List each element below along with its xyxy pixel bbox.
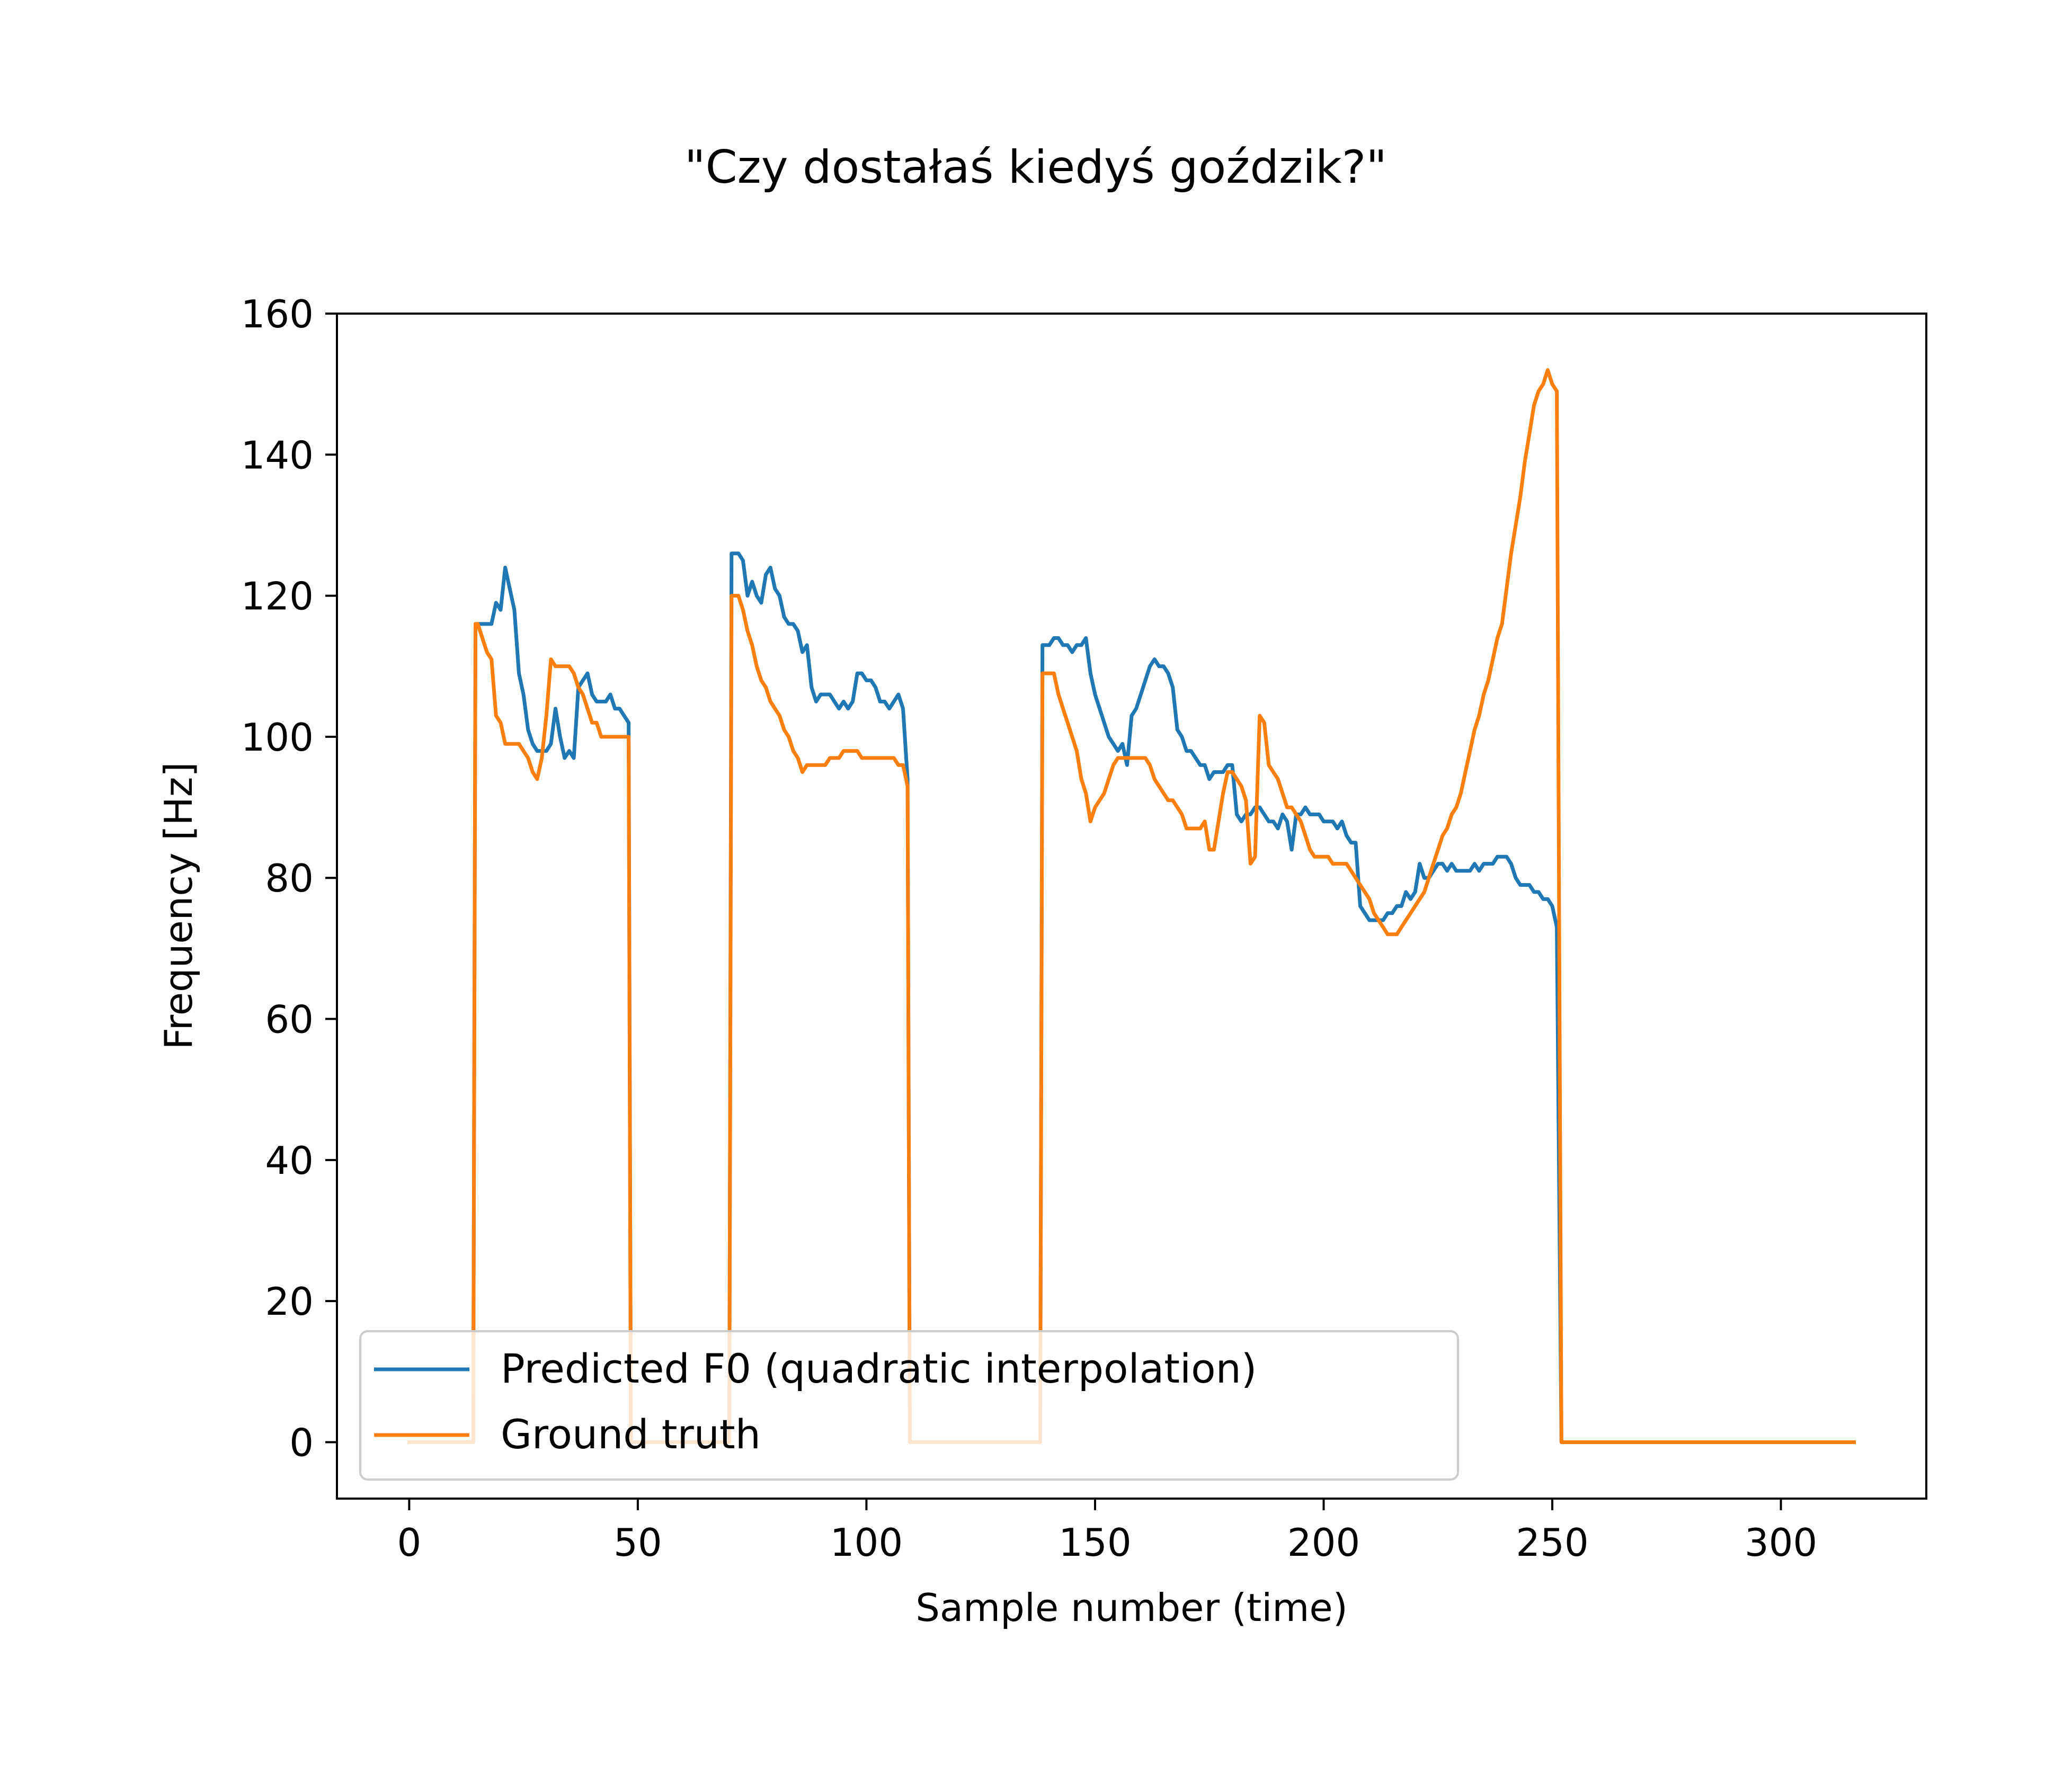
y-tick-label: 20	[265, 1279, 314, 1324]
x-tick-label: 200	[1287, 1520, 1360, 1565]
legend-label-ground-truth: Ground truth	[501, 1411, 761, 1458]
legend-label-predicted: Predicted F0 (quadratic interpolation)	[501, 1345, 1257, 1392]
x-tick-label: 100	[830, 1520, 903, 1565]
chart-title: "Czy dostałaś kiedyś goździk?"	[684, 141, 1387, 194]
x-axis: 0 50 100 150 200 250 300	[397, 1499, 1817, 1565]
y-tick-label: 160	[241, 292, 314, 336]
x-tick-label: 300	[1745, 1520, 1817, 1565]
axes-frame	[336, 313, 1927, 1500]
x-tick-label: 0	[397, 1520, 421, 1565]
y-tick-label: 100	[241, 715, 314, 760]
x-tick-label: 250	[1516, 1520, 1588, 1565]
series-line-predicted	[407, 551, 1856, 1444]
series-line-ground-truth	[407, 368, 1856, 1444]
y-axis-label: Frequency [Hz]	[156, 762, 201, 1050]
y-tick-label: 60	[265, 997, 314, 1042]
x-axis-label: Sample number (time)	[915, 1585, 1348, 1630]
y-tick-label: 120	[241, 574, 314, 619]
x-tick-label: 50	[613, 1520, 662, 1565]
y-axis: 0 20 40 60 80 100 120 140 160	[241, 292, 337, 1465]
x-tick-label: 150	[1059, 1520, 1131, 1565]
y-tick-label: 0	[289, 1420, 314, 1465]
plot-area	[407, 368, 1856, 1444]
legend-box	[359, 1330, 1459, 1481]
y-tick-label: 40	[265, 1138, 314, 1183]
legend: Predicted F0 (quadratic interpolation) G…	[359, 1330, 1459, 1481]
y-tick-label: 80	[265, 856, 314, 901]
y-tick-label: 140	[241, 433, 314, 477]
